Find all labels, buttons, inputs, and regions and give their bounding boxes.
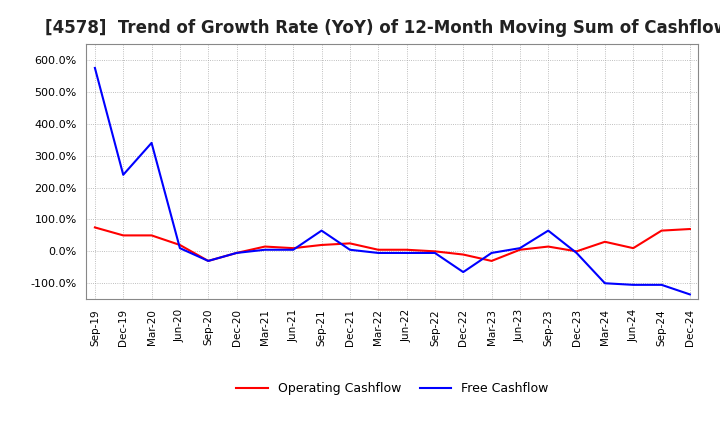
Operating Cashflow — [374, 247, 382, 253]
Operating Cashflow — [544, 244, 552, 249]
Operating Cashflow — [119, 233, 127, 238]
Operating Cashflow — [289, 246, 297, 251]
Free Cashflow — [572, 250, 581, 256]
Operating Cashflow — [346, 241, 354, 246]
Free Cashflow — [91, 65, 99, 70]
Operating Cashflow — [148, 233, 156, 238]
Operating Cashflow — [176, 242, 184, 248]
Line: Free Cashflow: Free Cashflow — [95, 68, 690, 294]
Free Cashflow — [431, 250, 439, 256]
Free Cashflow — [148, 140, 156, 146]
Operating Cashflow — [204, 258, 212, 264]
Free Cashflow — [657, 282, 666, 287]
Operating Cashflow — [685, 226, 694, 231]
Operating Cashflow — [459, 252, 467, 257]
Operating Cashflow — [516, 247, 524, 253]
Legend: Operating Cashflow, Free Cashflow: Operating Cashflow, Free Cashflow — [231, 377, 554, 400]
Free Cashflow — [487, 250, 496, 256]
Free Cashflow — [629, 282, 637, 287]
Free Cashflow — [261, 247, 269, 253]
Line: Operating Cashflow: Operating Cashflow — [95, 227, 690, 261]
Operating Cashflow — [318, 242, 326, 248]
Free Cashflow — [204, 258, 212, 264]
Free Cashflow — [289, 247, 297, 253]
Operating Cashflow — [487, 258, 496, 264]
Operating Cashflow — [233, 250, 241, 256]
Free Cashflow — [402, 250, 411, 256]
Title: [4578]  Trend of Growth Rate (YoY) of 12-Month Moving Sum of Cashflows: [4578] Trend of Growth Rate (YoY) of 12-… — [45, 19, 720, 37]
Free Cashflow — [233, 250, 241, 256]
Operating Cashflow — [572, 249, 581, 254]
Free Cashflow — [459, 269, 467, 275]
Free Cashflow — [176, 246, 184, 251]
Free Cashflow — [346, 247, 354, 253]
Free Cashflow — [685, 292, 694, 297]
Operating Cashflow — [91, 225, 99, 230]
Free Cashflow — [544, 228, 552, 233]
Operating Cashflow — [402, 247, 411, 253]
Operating Cashflow — [657, 228, 666, 233]
Free Cashflow — [600, 281, 609, 286]
Free Cashflow — [318, 228, 326, 233]
Free Cashflow — [374, 250, 382, 256]
Operating Cashflow — [600, 239, 609, 245]
Operating Cashflow — [261, 244, 269, 249]
Operating Cashflow — [629, 246, 637, 251]
Free Cashflow — [119, 172, 127, 177]
Free Cashflow — [516, 246, 524, 251]
Operating Cashflow — [431, 249, 439, 254]
